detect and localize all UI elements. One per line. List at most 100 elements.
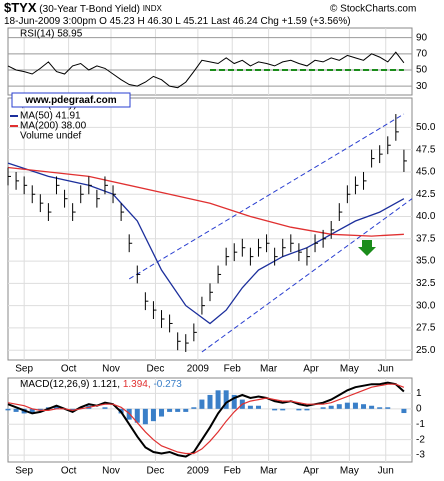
- histogram-bar: [361, 404, 367, 409]
- y-tick-label: 27.5: [416, 323, 436, 334]
- histogram-bar: [247, 405, 253, 409]
- x-tick-label: May: [340, 466, 359, 477]
- y-tick-label: -3: [416, 450, 425, 461]
- arrow: [358, 240, 376, 256]
- x-tick-label: Apr: [303, 466, 319, 477]
- y-tick-label: 40.0: [416, 211, 436, 222]
- y-tick-label: 37.5: [416, 233, 436, 244]
- x-tick-label: 2009: [187, 364, 210, 375]
- y-tick-label: -1: [416, 419, 425, 430]
- histogram-bar: [102, 407, 108, 409]
- histogram-bar: [231, 394, 237, 409]
- exchange: INDX: [143, 4, 163, 13]
- panel-title: MACD(12,26,9) 1.121, 1.394, -0.273: [20, 379, 182, 390]
- legend-label: 1.394,: [123, 379, 151, 390]
- x-tick-label: Oct: [61, 364, 77, 375]
- histogram-bar: [255, 405, 261, 409]
- x-tick-label: Nov: [102, 364, 120, 375]
- histogram-bar: [272, 408, 278, 411]
- x-tick-label: Jun: [378, 364, 394, 375]
- y-tick-label: 47.5: [416, 144, 436, 155]
- x-tick-label: Mar: [260, 466, 278, 477]
- y-tick-label: 30: [416, 81, 428, 92]
- histogram-bar: [29, 408, 35, 414]
- histogram-bar: [13, 408, 19, 412]
- legend-label: -0.273: [153, 379, 182, 390]
- histogram-bar: [5, 408, 11, 411]
- legend-label: MACD(12,26,9): [20, 379, 89, 390]
- histogram-bar: [175, 408, 181, 412]
- x-tick-label: Mar: [260, 364, 278, 375]
- panel: [7, 97, 413, 361]
- y-tick-label: 50: [416, 65, 428, 76]
- y-tick-label: -2: [416, 434, 425, 445]
- y-tick-label: 0: [416, 403, 422, 414]
- histogram-bar: [142, 408, 148, 425]
- histogram-bar: [223, 390, 229, 409]
- y-tick-label: 70: [416, 48, 428, 59]
- x-tick-label: Sep: [15, 364, 33, 375]
- x-tick-label: Dec: [147, 364, 165, 375]
- x-tick-label: 2009: [187, 466, 210, 477]
- histogram-bar: [304, 408, 310, 411]
- x-tick-label: Feb: [224, 466, 242, 477]
- x-tick-label: Sep: [15, 466, 33, 477]
- histogram-bar: [320, 407, 326, 409]
- histogram-bar: [150, 408, 156, 422]
- trendline: [128, 113, 405, 280]
- x-tick-label: Apr: [303, 364, 319, 375]
- histogram-bar: [385, 407, 391, 409]
- macd-line: [7, 381, 405, 458]
- legend-label: 1.121,: [92, 379, 120, 390]
- quote: O 45.23 H 46.30 L 45.21 Last 46.24: [99, 16, 258, 27]
- histogram-bar: [369, 405, 375, 409]
- moving-average: [7, 166, 404, 237]
- histogram-bar: [183, 408, 189, 412]
- y-tick-label: 30.0: [416, 300, 436, 311]
- y-tick-label: 32.5: [416, 278, 436, 289]
- histogram-bar: [159, 408, 165, 417]
- y-tick-label: 1: [416, 388, 422, 399]
- instrument-name: (30-Year T-Bond Yield): [39, 4, 140, 15]
- histogram-bar: [280, 408, 286, 411]
- y-tick-label: 50.0: [416, 122, 436, 133]
- website-box: [11, 92, 131, 108]
- watermark: © StockCharts.com: [330, 4, 416, 15]
- website: www.pdegraaf.com: [24, 95, 116, 106]
- x-tick-label: Feb: [224, 364, 242, 375]
- plots: 90 70 50 30 RSI(14) 58.95 Sep Oct Nov Dec 2009 Feb…: [5, 27, 436, 477]
- histogram-bar: [199, 399, 205, 409]
- histogram-bar: [207, 394, 213, 409]
- symbol: $TYX: [4, 0, 37, 15]
- y-tick-label: 42.5: [416, 189, 436, 200]
- trendline: [201, 198, 413, 353]
- y-tick-label: 25.0: [416, 345, 436, 356]
- histogram-bar: [167, 408, 173, 412]
- y-tick-label: 45.0: [416, 167, 436, 178]
- y-tick-label: 35.0: [416, 256, 436, 267]
- histogram-bar: [134, 408, 140, 423]
- histogram-bar: [37, 408, 43, 411]
- legend-label: MA(50) 41.91: [20, 111, 81, 122]
- histogram-bar: [377, 407, 383, 409]
- histogram-bar: [352, 402, 358, 409]
- rsi-line: [7, 51, 405, 89]
- histogram-bar: [215, 390, 221, 409]
- panel-title: RSI(14) 58.95: [20, 29, 83, 40]
- change: Chg +1.59 (+3.56%): [261, 16, 351, 27]
- histogram-bar: [70, 408, 76, 411]
- histogram-bar: [53, 405, 59, 409]
- x-tick-label: Oct: [61, 466, 77, 477]
- x-tick-label: May: [340, 364, 359, 375]
- header-line-1: $TYX (30-Year T-Bond Yield) INDX: [4, 0, 162, 15]
- histogram-bar: [191, 407, 197, 409]
- histogram-bar: [296, 408, 302, 411]
- histogram-bar: [328, 405, 334, 409]
- histogram-bar: [401, 408, 407, 414]
- histogram-bar: [344, 402, 350, 409]
- macd-line: [7, 383, 405, 455]
- y-tick-label: 90: [416, 32, 428, 43]
- histogram-bar: [336, 404, 342, 409]
- header-line-2: 18-Jun-2009 3:00pm O 45.23 H 46.30 L 45.…: [4, 16, 351, 27]
